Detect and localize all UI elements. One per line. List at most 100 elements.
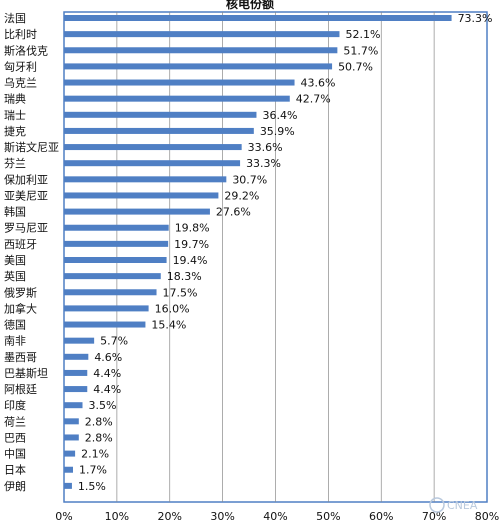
category-label: 印度 <box>4 398 26 412</box>
bar <box>64 482 72 489</box>
bar <box>64 466 73 473</box>
value-label: 2.8% <box>85 431 113 444</box>
category-label: 中国 <box>4 448 26 461</box>
watermark-icon <box>429 497 445 513</box>
category-label: 保加利亚 <box>4 172 48 186</box>
category-label: 比利时 <box>4 28 37 41</box>
value-label: 18.3% <box>167 270 202 283</box>
category-label: 英国 <box>4 269 26 283</box>
bar <box>64 240 169 247</box>
bar <box>64 95 290 102</box>
bar <box>64 15 452 21</box>
bar <box>64 386 88 393</box>
value-label: 19.4% <box>173 254 208 267</box>
bars-group <box>64 15 452 489</box>
value-label: 35.9% <box>260 125 295 138</box>
category-label: 西班牙 <box>4 238 37 251</box>
bar <box>64 31 340 38</box>
category-label: 韩国 <box>4 205 26 219</box>
bar <box>64 402 83 409</box>
value-label: 3.5% <box>89 399 117 412</box>
value-label: 2.8% <box>85 415 113 428</box>
category-label: 德国 <box>4 318 26 332</box>
value-label: 1.5% <box>78 480 106 493</box>
category-label: 瑞士 <box>4 108 26 122</box>
value-label: 36.4% <box>262 109 297 122</box>
bar <box>64 224 169 231</box>
x-tick-label: 50% <box>316 510 340 523</box>
value-label: 16.0% <box>155 302 190 315</box>
value-label: 27.6% <box>216 206 251 219</box>
watermark-logo: CNEA <box>429 497 478 513</box>
category-label: 法国 <box>4 11 26 25</box>
bar <box>64 192 219 199</box>
category-label: 瑞典 <box>4 92 26 106</box>
bar <box>64 47 338 54</box>
bar <box>64 450 76 457</box>
x-tick-label: 0% <box>55 510 72 523</box>
x-tick-label: 40% <box>263 510 287 523</box>
bar <box>64 63 333 70</box>
bar <box>64 127 254 134</box>
value-label: 33.3% <box>246 157 281 170</box>
bar <box>64 208 210 215</box>
category-label: 南非 <box>4 335 26 348</box>
value-label: 52.1% <box>345 28 380 41</box>
x-axis-ticks: 0% 10% 20% 30% 40% 50% 60% 70% 80% <box>55 510 499 523</box>
bar <box>64 111 257 118</box>
value-label: 17.5% <box>163 286 198 299</box>
bar <box>64 418 79 425</box>
bar <box>64 176 227 183</box>
x-tick-label: 80% <box>475 510 499 523</box>
value-labels: 73.3% 52.1% 51.7% 50.7%43.6% 42.7% 36.4% 35.9%… <box>78 12 493 493</box>
category-label: 匈牙利 <box>4 59 37 73</box>
bar <box>64 434 79 441</box>
bar <box>64 321 146 328</box>
value-label: 15.4% <box>151 319 186 332</box>
category-label: 斯洛伐克 <box>4 43 48 57</box>
watermark-text: CNEA <box>447 499 478 512</box>
bar <box>64 257 167 263</box>
category-label: 捷克 <box>4 124 26 138</box>
x-tick-label: 10% <box>105 510 129 523</box>
category-label: 巴基斯坦 <box>4 366 48 380</box>
value-label: 4.6% <box>94 351 122 364</box>
category-label: 日本 <box>4 463 26 477</box>
grid-lines <box>116 12 435 502</box>
value-label: 2.1% <box>81 448 109 461</box>
bar <box>64 337 95 344</box>
value-label: 33.6% <box>248 141 283 154</box>
value-label: 1.7% <box>79 464 107 477</box>
category-label: 俄罗斯 <box>4 286 37 299</box>
chart-title: 核电份额 <box>226 0 274 11</box>
value-label: 30.7% <box>232 173 267 186</box>
bar <box>64 353 89 360</box>
category-label: 加拿大 <box>4 301 37 315</box>
value-label: 51.7% <box>343 44 378 57</box>
category-label: 荷兰 <box>4 415 26 428</box>
category-label: 伊朗 <box>4 480 26 493</box>
value-label: 5.7% <box>100 335 128 348</box>
category-labels: 法国比利时斯洛伐克匈牙利乌克兰瑞典瑞士捷克斯诺文尼亚芬兰保加利亚亚美尼亚韩国罗马… <box>4 11 59 493</box>
category-label: 亚美尼亚 <box>4 189 48 202</box>
bar <box>64 289 157 296</box>
value-label: 73.3% <box>458 12 493 25</box>
value-label: 29.2% <box>224 189 259 202</box>
value-label: 50.7% <box>338 60 373 73</box>
value-label: 43.6% <box>301 77 336 90</box>
category-label: 美国 <box>4 254 26 267</box>
x-tick-label: 30% <box>210 510 234 523</box>
category-label: 乌克兰 <box>4 76 37 90</box>
value-label: 4.4% <box>93 383 121 396</box>
bar <box>64 369 88 376</box>
value-label: 42.7% <box>296 93 331 106</box>
bar <box>64 79 295 86</box>
category-label: 巴西 <box>4 431 26 444</box>
x-tick-label: 60% <box>369 510 393 523</box>
bar <box>64 144 242 151</box>
bar <box>64 160 241 167</box>
value-label: 19.7% <box>174 238 209 251</box>
x-tick-label: 70% <box>422 510 446 523</box>
category-label: 墨西哥 <box>4 351 37 364</box>
